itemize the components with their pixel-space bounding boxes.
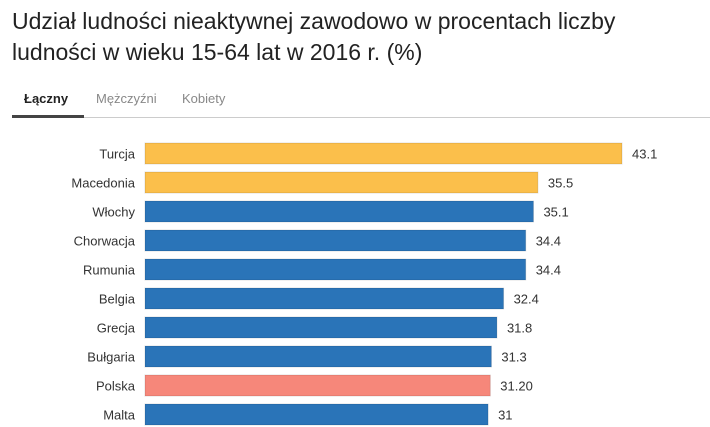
bar[interactable]	[144, 171, 539, 194]
tab-men[interactable]: Mężczyźni	[96, 91, 157, 106]
category-label: Włochy	[92, 205, 135, 220]
category-label: Macedonia	[71, 176, 135, 191]
bar[interactable]	[144, 258, 527, 281]
value-label: 31	[498, 408, 512, 423]
category-label: Polska	[96, 379, 136, 394]
bar[interactable]	[144, 200, 534, 223]
value-label: 35.5	[548, 176, 573, 191]
value-label: 34.4	[536, 263, 561, 278]
value-label: 34.4	[536, 234, 561, 249]
bar[interactable]	[144, 403, 489, 426]
bar[interactable]	[144, 345, 492, 368]
category-label: Grecja	[97, 321, 136, 336]
category-label: Belgia	[99, 292, 136, 307]
value-label: 43.1	[632, 147, 657, 162]
value-label: 31.8	[507, 321, 532, 336]
value-label: 35.1	[543, 205, 568, 220]
bar[interactable]	[144, 229, 527, 252]
category-label: Malta	[103, 408, 136, 423]
category-label: Bułgaria	[87, 350, 135, 365]
bar-chart: Turcja 43.1 Macedonia 35.5 Włochy 35.1 Chorwac…	[71, 142, 657, 426]
chart-title: Udział ludności nieaktywnej zawodowo w p…	[12, 8, 616, 65]
value-label: 31.20	[500, 379, 533, 394]
bar[interactable]	[144, 287, 505, 310]
bar[interactable]	[144, 374, 491, 397]
tab-total[interactable]: Łączny	[24, 91, 69, 106]
category-label: Chorwacja	[74, 234, 136, 249]
bar[interactable]	[144, 316, 498, 339]
tab-women[interactable]: Kobiety	[182, 91, 226, 106]
category-label: Rumunia	[83, 263, 136, 278]
value-label: 31.3	[501, 350, 526, 365]
tab-bar: Łączny Mężczyźni Kobiety	[12, 86, 710, 118]
category-label: Turcja	[99, 147, 135, 162]
bar[interactable]	[144, 142, 623, 165]
active-tab-indicator	[12, 115, 84, 118]
value-label: 32.4	[514, 292, 539, 307]
